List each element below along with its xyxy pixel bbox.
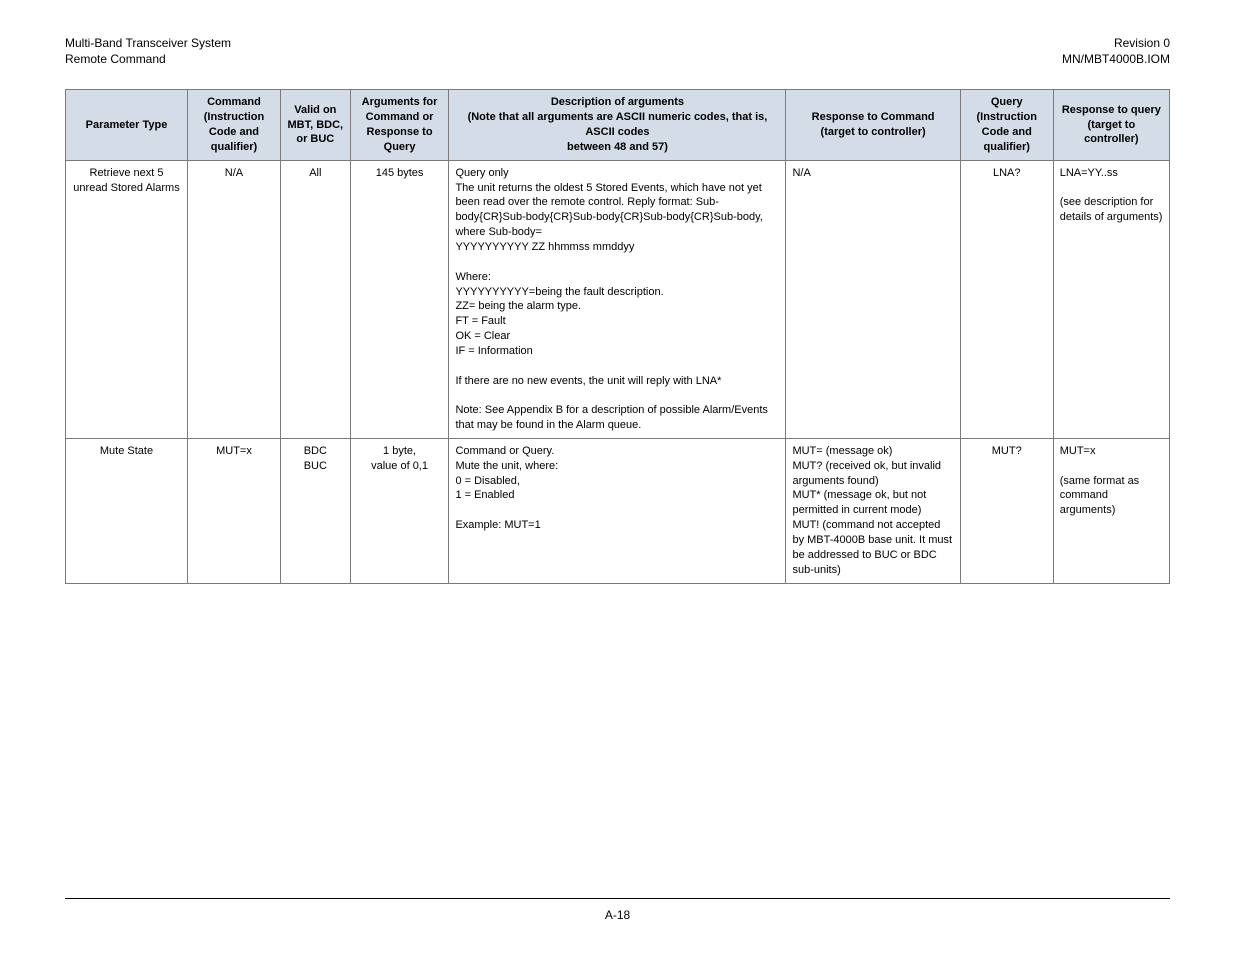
cell-cmd: N/A	[188, 160, 281, 438]
cell-query: MUT?	[960, 438, 1053, 583]
footer-rule	[65, 898, 1170, 899]
col-command: Command (Instruction Code and qualifier)	[188, 90, 281, 160]
table-body: Retrieve next 5 unread Stored AlarmsN/AA…	[66, 160, 1170, 583]
cell-valid: All	[280, 160, 350, 438]
command-table: Parameter Type Command (Instruction Code…	[65, 89, 1170, 583]
cell-rquery: LNA=YY..ss(see description for details o…	[1053, 160, 1169, 438]
header-left: Multi-Band Transceiver System Remote Com…	[65, 35, 231, 67]
cell-cmd: MUT=x	[188, 438, 281, 583]
doc-partnum: MN/MBT4000B.IOM	[1062, 51, 1170, 67]
col-response-cmd: Response to Command(target to controller…	[786, 90, 960, 160]
table-row: Mute StateMUT=xBDCBUC1 byte,value of 0,1…	[66, 438, 1170, 583]
cell-param: Retrieve next 5 unread Stored Alarms	[66, 160, 188, 438]
cell-valid: BDCBUC	[280, 438, 350, 583]
cell-desc: Query onlyThe unit returns the oldest 5 …	[449, 160, 786, 438]
page-container: Multi-Band Transceiver System Remote Com…	[0, 0, 1235, 614]
table-row: Retrieve next 5 unread Stored AlarmsN/AA…	[66, 160, 1170, 438]
col-parameter-type: Parameter Type	[66, 90, 188, 160]
cell-resp: N/A	[786, 160, 960, 438]
doc-title: Multi-Band Transceiver System	[65, 35, 231, 51]
cell-param: Mute State	[66, 438, 188, 583]
header-right: Revision 0 MN/MBT4000B.IOM	[1062, 35, 1170, 67]
col-arguments: Arguments for Command or Response to Que…	[350, 90, 449, 160]
cell-rquery: MUT=x(same format as command arguments)	[1053, 438, 1169, 583]
col-valid-on: Valid on MBT, BDC, or BUC	[280, 90, 350, 160]
cell-args: 1 byte,value of 0,1	[350, 438, 449, 583]
cell-resp: MUT= (message ok)MUT? (received ok, but …	[786, 438, 960, 583]
col-response-query: Response to query(target to controller)	[1053, 90, 1169, 160]
col-description: Description of arguments(Note that all a…	[449, 90, 786, 160]
table-head: Parameter Type Command (Instruction Code…	[66, 90, 1170, 160]
page-header: Multi-Band Transceiver System Remote Com…	[65, 35, 1170, 67]
page-number: A-18	[0, 908, 1235, 922]
cell-query: LNA?	[960, 160, 1053, 438]
cell-args: 145 bytes	[350, 160, 449, 438]
cell-desc: Command or Query.Mute the unit, where:0 …	[449, 438, 786, 583]
table-header-row: Parameter Type Command (Instruction Code…	[66, 90, 1170, 160]
doc-revision: Revision 0	[1062, 35, 1170, 51]
col-query: Query (Instruction Code and qualifier)	[960, 90, 1053, 160]
doc-subtitle: Remote Command	[65, 51, 231, 67]
